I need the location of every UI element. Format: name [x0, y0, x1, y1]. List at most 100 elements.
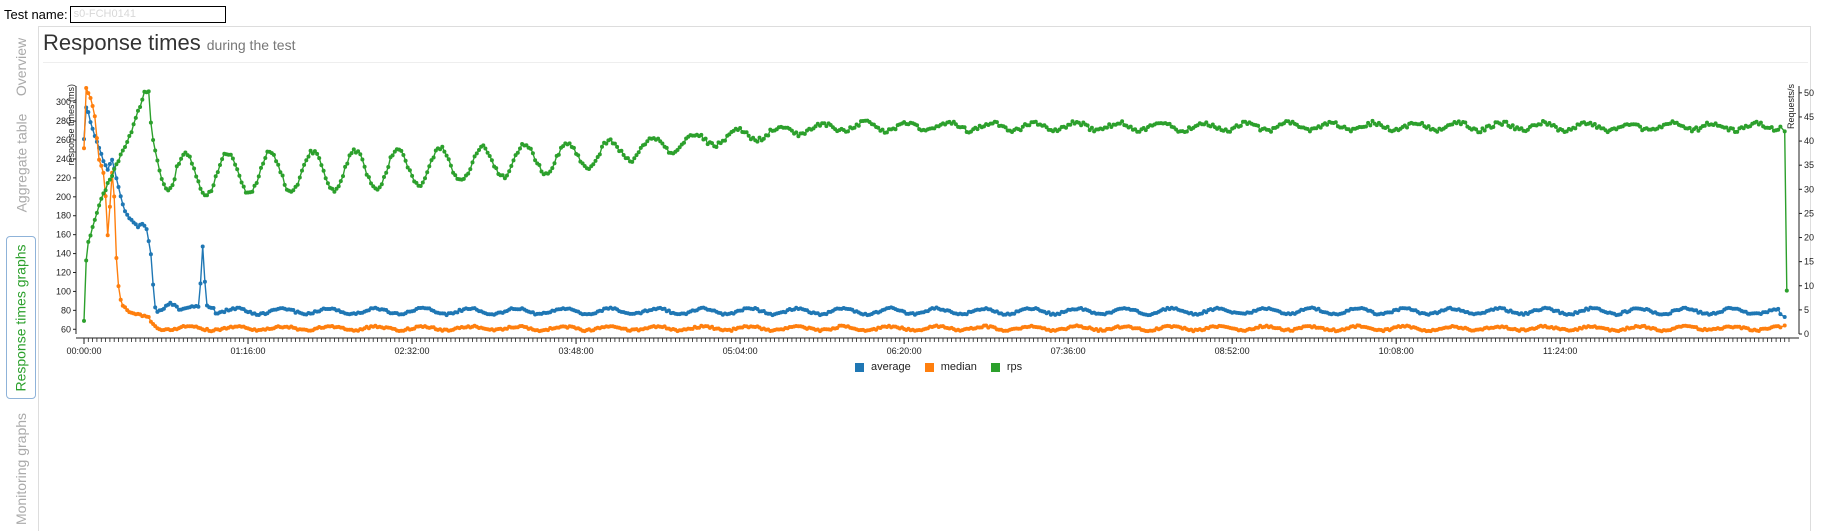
y-right-tick-label: 35: [1804, 160, 1814, 170]
data-point-rps: [802, 131, 807, 136]
data-point-median: [105, 233, 110, 238]
data-point-rps: [155, 158, 160, 163]
data-point-average: [123, 209, 127, 214]
data-point-rps: [1068, 122, 1073, 127]
data-point-rps: [405, 165, 410, 170]
data-point-average: [142, 223, 147, 228]
data-point-rps: [507, 169, 512, 174]
x-axis-tick-label: 02:32:00: [395, 346, 430, 356]
data-point-rps: [112, 167, 117, 172]
y-left-tick-label: 140: [56, 249, 71, 259]
data-point-median: [107, 204, 112, 209]
data-point-rps: [196, 179, 201, 184]
y-left-tick-label: 160: [56, 230, 71, 240]
data-point-rps: [1370, 118, 1375, 123]
data-point-rps: [470, 160, 475, 165]
data-point-rps: [414, 180, 419, 185]
data-point-rps: [1553, 124, 1558, 129]
data-point-rps: [1364, 124, 1368, 129]
data-point-rps: [116, 159, 121, 164]
data-point-rps: [483, 146, 488, 151]
legend-item-average[interactable]: average: [855, 361, 911, 373]
y-right-tick-label: 50: [1804, 88, 1814, 98]
y-left-tick-label: 280: [56, 116, 71, 126]
data-point-rps: [194, 174, 199, 179]
data-point-rps: [481, 143, 486, 148]
data-point-rps: [1638, 124, 1643, 129]
data-point-rps: [548, 169, 553, 174]
data-point-rps: [1333, 120, 1338, 125]
data-point-rps: [502, 176, 507, 181]
x-axis-tick-label: 07:36:00: [1051, 346, 1086, 356]
data-point-average: [90, 126, 95, 131]
data-point-rps: [1318, 125, 1323, 130]
data-point-rps: [133, 115, 138, 120]
legend-item-rps[interactable]: rps: [990, 361, 1022, 373]
content-panel: [38, 26, 1811, 531]
data-point-median: [101, 170, 106, 175]
data-point-rps: [675, 148, 680, 152]
data-point-rps: [1735, 129, 1740, 134]
data-point-rps: [280, 173, 285, 178]
test-name-input[interactable]: [69, 5, 226, 23]
data-point-rps: [587, 167, 591, 171]
data-point-rps: [358, 152, 363, 157]
plot-area: [82, 86, 1789, 334]
data-point-average: [107, 162, 112, 166]
data-point-rps: [94, 210, 99, 215]
data-point-rps: [846, 129, 850, 134]
data-point-rps: [123, 145, 127, 149]
data-point-rps: [660, 141, 665, 146]
data-point-rps: [761, 136, 766, 141]
data-point-rps: [369, 181, 373, 186]
data-point-rps: [330, 186, 335, 191]
data-point-median: [88, 96, 93, 100]
data-point-rps: [1107, 122, 1112, 127]
data-point-rps: [274, 159, 279, 164]
data-point-rps: [103, 188, 108, 193]
data-point-rps: [615, 144, 620, 149]
data-point-average: [105, 167, 110, 172]
data-point-rps: [556, 152, 561, 157]
legend-item-median[interactable]: median: [924, 361, 977, 373]
data-point-rps: [645, 139, 650, 144]
series-rps: [82, 89, 1789, 323]
data-point-rps: [308, 148, 313, 153]
data-point-rps: [710, 141, 714, 146]
data-point-rps: [489, 158, 494, 163]
data-point-rps: [410, 173, 415, 178]
y-left-tick-label: 260: [56, 135, 71, 145]
data-point-rps: [468, 167, 473, 172]
page-header: Response times during the test: [43, 28, 1808, 63]
y-right-tick-label: 0: [1804, 329, 1809, 339]
data-point-rps: [172, 177, 177, 182]
y-axis-left-title: response times (ms): [66, 84, 76, 166]
legend-label-average: average: [871, 361, 911, 373]
data-point-rps: [271, 152, 276, 157]
data-point-rps: [105, 181, 110, 185]
legend-swatch-average: [855, 362, 864, 372]
data-point-rps: [315, 151, 320, 156]
y-right-tick-label: 45: [1804, 112, 1814, 122]
test-name-bar: Test name:: [4, 3, 226, 25]
data-point-rps: [295, 182, 300, 187]
data-point-rps: [189, 161, 194, 166]
data-point-rps: [157, 168, 162, 173]
data-point-rps: [366, 175, 371, 180]
data-point-median: [82, 146, 86, 151]
data-point-median: [123, 305, 127, 310]
data-point-rps: [302, 162, 307, 167]
data-point-rps: [453, 173, 458, 178]
data-point-average: [291, 308, 296, 312]
tab-response-times-graphs[interactable]: Response times graphs: [6, 236, 36, 399]
data-point-rps: [179, 156, 184, 161]
data-point-rps: [127, 134, 132, 138]
data-point-rps: [136, 108, 140, 113]
series-median: [82, 86, 1787, 334]
data-point-rps: [567, 141, 572, 146]
data-point-rps: [1456, 119, 1461, 124]
data-point-rps: [597, 152, 602, 157]
data-point-rps: [259, 165, 263, 170]
y-right-tick-label: 5: [1804, 305, 1809, 315]
